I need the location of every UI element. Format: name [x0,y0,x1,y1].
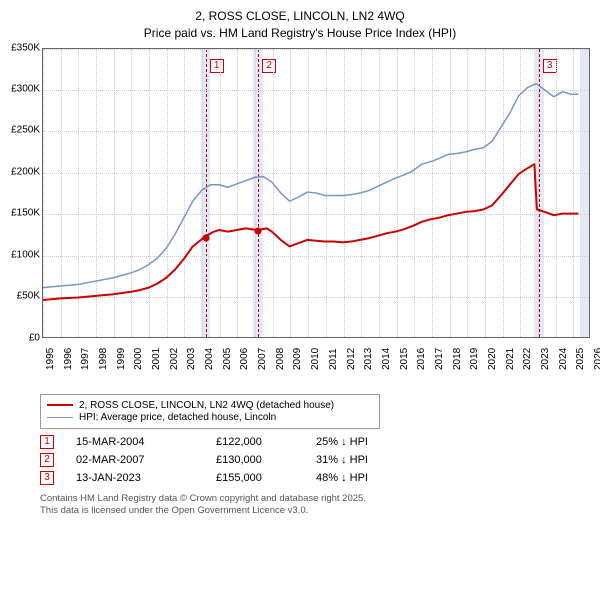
chart: 123£0£50K£100K£150K£200K£250K£300K£350K1… [6,48,594,388]
footnote: Contains HM Land Registry data © Crown c… [40,493,594,518]
x-axis-label: 2023 [540,358,551,370]
transaction-price: £155,000 [216,472,316,484]
x-axis-label: 2001 [151,358,162,370]
y-axis-label: £300K [6,84,40,95]
x-axis-label: 2024 [558,358,569,370]
x-axis-label: 2011 [328,358,339,370]
transaction-date: 13-JAN-2023 [76,472,216,484]
transaction-row: 3 13-JAN-2023£155,00048% ↓ HPI [40,471,594,485]
x-axis-label: 2007 [257,358,268,370]
transaction-number: 2 [40,453,54,467]
x-axis-label: 2017 [434,358,445,370]
title-block: 2, ROSS CLOSE, LINCOLN, LN2 4WQ Price pa… [6,8,594,42]
x-axis-label: 1995 [45,358,56,370]
legend-swatch [47,417,73,418]
x-axis-label: 2002 [169,358,180,370]
x-axis-label: 2010 [310,358,321,370]
transaction-row: 1 15-MAR-2004£122,00025% ↓ HPI [40,435,594,449]
footnote-line-2: This data is licensed under the Open Gov… [40,505,594,517]
legend-label: HPI: Average price, detached house, Linc… [79,412,276,423]
x-axis-label: 2013 [363,358,374,370]
y-axis-label: £250K [6,125,40,136]
transaction-pct: 25% ↓ HPI [316,436,416,448]
x-axis-label: 2026 [593,358,600,370]
x-axis-label: 2003 [186,358,197,370]
x-axis-label: 2025 [575,358,586,370]
y-axis-label: £50K [6,291,40,302]
x-axis-label: 1996 [63,358,74,370]
title-line-2: Price paid vs. HM Land Registry's House … [6,25,594,42]
chart-lines [43,49,589,337]
x-axis-label: 1998 [98,358,109,370]
chart-container: 2, ROSS CLOSE, LINCOLN, LN2 4WQ Price pa… [0,0,600,525]
x-axis-label: 2008 [275,358,286,370]
transaction-number: 3 [40,471,54,485]
x-axis-label: 2004 [204,358,215,370]
sale-dot [255,227,262,234]
transactions-table: 1 15-MAR-2004£122,00025% ↓ HPI 2 02-MAR-200… [40,435,594,485]
plot-area: 123 [42,48,590,338]
x-axis-label: 2019 [469,358,480,370]
y-axis-label: £200K [6,166,40,177]
y-axis-label: £350K [6,42,40,53]
legend-label: 2, ROSS CLOSE, LINCOLN, LN2 4WQ (detache… [79,400,334,411]
legend: 2, ROSS CLOSE, LINCOLN, LN2 4WQ (detache… [40,394,380,429]
x-axis-label: 2005 [222,358,233,370]
x-axis-label: 2006 [239,358,250,370]
sale-dot [202,234,209,241]
y-axis-label: £0 [6,332,40,343]
x-axis-label: 2021 [505,358,516,370]
x-axis-label: 2000 [133,358,144,370]
x-axis-label: 2020 [487,358,498,370]
transaction-pct: 48% ↓ HPI [316,472,416,484]
legend-swatch [47,404,73,406]
y-axis-label: £150K [6,208,40,219]
x-axis-label: 1997 [80,358,91,370]
transaction-price: £122,000 [216,436,316,448]
legend-row: 2, ROSS CLOSE, LINCOLN, LN2 4WQ (detache… [47,400,373,411]
x-axis-label: 2018 [452,358,463,370]
series-price_paid [43,164,578,300]
x-axis-label: 2009 [292,358,303,370]
x-axis-label: 2016 [416,358,427,370]
transaction-price: £130,000 [216,454,316,466]
transaction-number: 1 [40,435,54,449]
footnote-line-1: Contains HM Land Registry data © Crown c… [40,493,594,505]
transaction-row: 2 02-MAR-2007£130,00031% ↓ HPI [40,453,594,467]
x-axis-label: 2012 [346,358,357,370]
transaction-pct: 31% ↓ HPI [316,454,416,466]
y-axis-label: £100K [6,249,40,260]
x-axis-label: 2014 [381,358,392,370]
x-axis-label: 2022 [522,358,533,370]
title-line-1: 2, ROSS CLOSE, LINCOLN, LN2 4WQ [6,8,594,25]
x-axis-label: 2015 [399,358,410,370]
legend-row: HPI: Average price, detached house, Linc… [47,412,373,423]
transaction-date: 02-MAR-2007 [76,454,216,466]
series-hpi [43,83,578,287]
transaction-date: 15-MAR-2004 [76,436,216,448]
x-axis-label: 1999 [116,358,127,370]
